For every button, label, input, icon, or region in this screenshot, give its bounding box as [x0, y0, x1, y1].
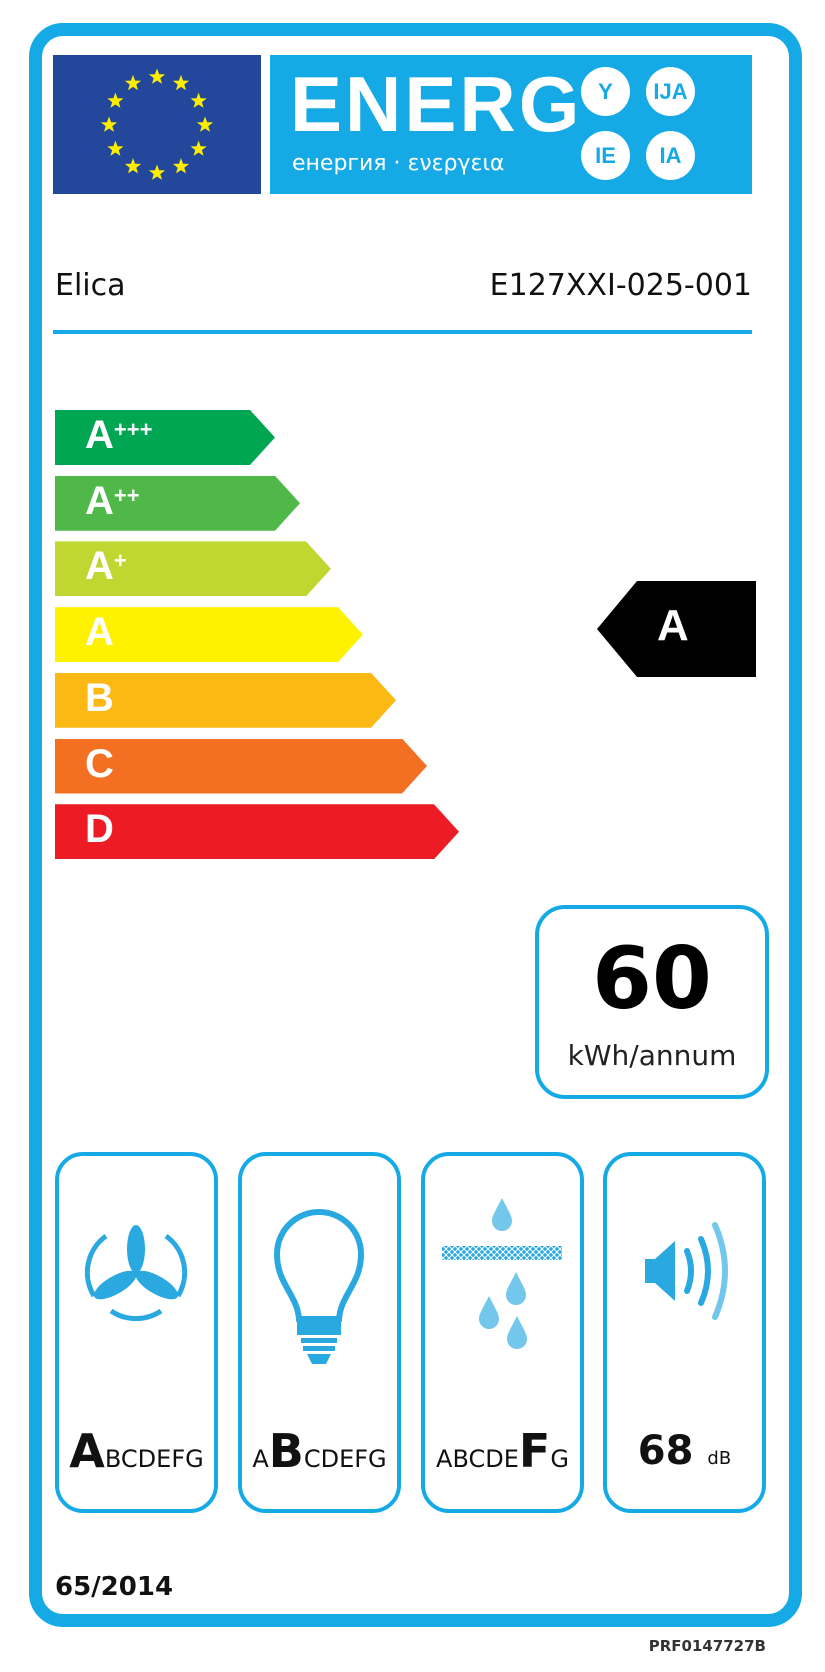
- divider: [53, 330, 752, 334]
- suffix-badge: IA: [646, 131, 695, 180]
- product-code: PRF0147727B: [648, 1637, 766, 1655]
- efficiency-class-label: D: [85, 807, 114, 852]
- grease-filter-icon: [442, 1198, 562, 1349]
- supplier-name: Elica: [55, 268, 126, 303]
- energy-consumption-unit: kWh/annum: [567, 1039, 737, 1072]
- efficiency-class-label: C: [85, 742, 114, 787]
- energy-header: ENERG енергия · ενεργεια Y IJA IE IA: [270, 55, 752, 194]
- efficiency-class-label: A++: [85, 479, 140, 524]
- star-icon: [124, 74, 142, 91]
- regulation-number: 65/2014: [55, 1572, 174, 1602]
- noise-box: 68 dB: [603, 1152, 766, 1513]
- class-letter: A: [85, 544, 114, 589]
- grease-filter-class: ABCDEFG: [436, 1424, 569, 1478]
- class-plus: +++: [113, 417, 153, 442]
- model-identifier: E127XXI-025-001: [489, 268, 752, 303]
- star-icon: [172, 158, 190, 174]
- fluid-dynamic-class: ABCDEFG: [69, 1424, 204, 1478]
- efficiency-class-bar: A+: [55, 541, 331, 597]
- label-frame: [29, 23, 802, 1627]
- suffix-badge: Y: [581, 67, 630, 116]
- eu-flag-icon: [53, 55, 261, 194]
- star-icon: [107, 92, 124, 108]
- star-icon: [124, 158, 142, 174]
- energy-consumption-box: 60 kWh/annum: [535, 905, 769, 1099]
- star-icon: [190, 140, 207, 156]
- star-icon: [148, 68, 166, 84]
- efficiency-class-label: A: [85, 610, 114, 655]
- class-letter: D: [85, 807, 114, 852]
- star-icon: [196, 116, 214, 132]
- efficiency-class-bar: A: [55, 607, 363, 663]
- class-letter: B: [85, 675, 114, 720]
- class-letter: C: [85, 741, 114, 786]
- star-icon: [148, 164, 166, 180]
- efficiency-class-bar: B: [55, 672, 396, 728]
- fan-icon: [84, 1225, 188, 1322]
- star-icon: [172, 74, 190, 91]
- speaker-icon: [645, 1222, 728, 1320]
- efficiency-class-label: B: [85, 676, 114, 721]
- star-icon: [190, 92, 207, 108]
- efficiency-class-label: A+++: [85, 413, 152, 458]
- fluid-dynamic-class-box: ABCDEFG: [55, 1152, 218, 1513]
- star-icon: [107, 140, 124, 156]
- class-plus: +: [113, 548, 127, 574]
- rating-label: A: [657, 601, 689, 650]
- efficiency-class-bar: D: [55, 804, 459, 860]
- lighting-class: ABCDEFG: [252, 1424, 387, 1478]
- class-letter: A: [85, 610, 114, 655]
- energy-consumption-value: 60: [592, 929, 712, 1029]
- noise-level: 68 dB: [637, 1428, 732, 1474]
- lighting-class-box: ABCDEFG: [238, 1152, 401, 1513]
- efficiency-class-bar: C: [55, 738, 427, 794]
- light-bulb-icon: [273, 1209, 365, 1364]
- class-letter: A: [85, 413, 114, 457]
- energy-subtitle: енергия · ενεργεια: [292, 151, 505, 176]
- efficiency-class-bar: A+++: [55, 410, 275, 465]
- suffix-badge: IE: [581, 131, 630, 180]
- energy-title: ENERG: [290, 60, 583, 148]
- efficiency-class-bar: A++: [55, 475, 300, 531]
- suffix-badge: IJA: [646, 67, 695, 116]
- grease-filter-class-box: ABCDEFG: [421, 1152, 584, 1513]
- star-icon: [100, 116, 118, 132]
- efficiency-class-label: A+: [85, 544, 127, 589]
- class-plus: ++: [113, 482, 140, 508]
- class-letter: A: [85, 478, 114, 523]
